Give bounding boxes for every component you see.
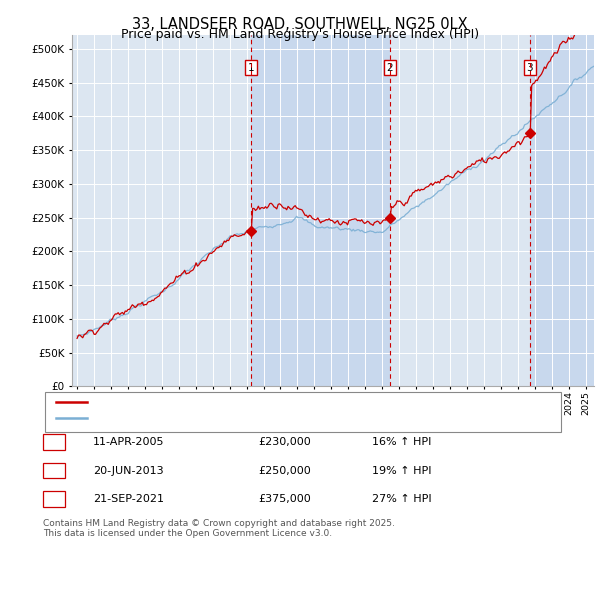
Bar [251, 35, 390, 386]
Text: £375,000: £375,000 [258, 494, 311, 504]
Text: 27% ↑ HPI: 27% ↑ HPI [372, 494, 431, 504]
Text: 21-SEP-2021: 21-SEP-2021 [93, 494, 164, 504]
Bar [530, 35, 594, 386]
Text: 11-APR-2005: 11-APR-2005 [93, 437, 164, 447]
Text: 1: 1 [50, 437, 58, 447]
Text: 33, LANDSEER ROAD, SOUTHWELL, NG25 0LX (detached house): 33, LANDSEER ROAD, SOUTHWELL, NG25 0LX (… [92, 397, 425, 407]
Text: Contains HM Land Registry data © Crown copyright and database right 2025.
This d: Contains HM Land Registry data © Crown c… [43, 519, 395, 538]
Text: 2: 2 [50, 466, 58, 476]
Text: £230,000: £230,000 [258, 437, 311, 447]
Text: 33, LANDSEER ROAD, SOUTHWELL, NG25 0LX: 33, LANDSEER ROAD, SOUTHWELL, NG25 0LX [132, 17, 468, 31]
Text: £250,000: £250,000 [258, 466, 311, 476]
Text: 3: 3 [527, 63, 533, 73]
Text: 1: 1 [248, 63, 254, 73]
Text: 2: 2 [386, 63, 393, 73]
Text: HPI: Average price, detached house, Newark and Sherwood: HPI: Average price, detached house, Newa… [92, 414, 402, 423]
Text: 3: 3 [50, 494, 58, 504]
Text: 20-JUN-2013: 20-JUN-2013 [93, 466, 164, 476]
Text: 16% ↑ HPI: 16% ↑ HPI [372, 437, 431, 447]
Text: Price paid vs. HM Land Registry's House Price Index (HPI): Price paid vs. HM Land Registry's House … [121, 28, 479, 41]
Text: 19% ↑ HPI: 19% ↑ HPI [372, 466, 431, 476]
